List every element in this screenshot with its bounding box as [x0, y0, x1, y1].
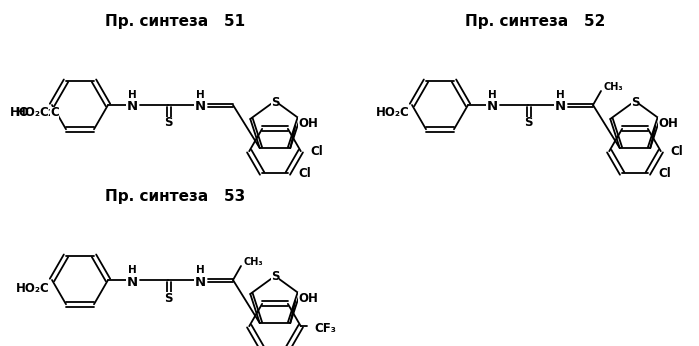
Text: Cl: Cl — [311, 145, 324, 158]
Text: Cl: Cl — [671, 145, 684, 158]
Text: H: H — [128, 265, 136, 275]
Text: S: S — [164, 291, 172, 304]
Text: N: N — [127, 100, 138, 113]
Text: S: S — [271, 95, 279, 109]
Text: OH: OH — [658, 117, 678, 129]
Text: C: C — [50, 107, 59, 119]
Text: S: S — [164, 117, 172, 129]
Text: Пр. синтеза   51: Пр. синтеза 51 — [105, 14, 245, 29]
Text: N: N — [194, 275, 206, 289]
Text: CF₃: CF₃ — [315, 322, 337, 335]
Text: N: N — [127, 275, 138, 289]
Text: HO: HO — [10, 107, 30, 119]
Text: S: S — [630, 95, 640, 109]
Text: Cl: Cl — [298, 167, 310, 180]
Text: N: N — [487, 100, 498, 113]
Text: 2: 2 — [47, 109, 53, 118]
Text: S: S — [524, 117, 532, 129]
Text: Cl: Cl — [658, 167, 670, 180]
Text: HO₂C: HO₂C — [16, 282, 50, 294]
Text: S: S — [271, 271, 279, 283]
Text: CH₃: CH₃ — [243, 257, 263, 267]
Text: OH: OH — [298, 292, 318, 304]
Text: H: H — [556, 90, 564, 100]
Text: H: H — [128, 90, 136, 100]
Text: N: N — [194, 100, 206, 113]
Text: HO₂C: HO₂C — [376, 107, 410, 119]
Text: OH: OH — [298, 117, 318, 129]
Text: HO₂C: HO₂C — [16, 107, 50, 119]
Text: CH₃: CH₃ — [603, 82, 623, 92]
Text: H: H — [488, 90, 496, 100]
Text: H: H — [196, 265, 204, 275]
Text: Пр. синтеза   53: Пр. синтеза 53 — [105, 189, 245, 204]
Text: N: N — [554, 100, 565, 113]
Text: Пр. синтеза   52: Пр. синтеза 52 — [465, 14, 605, 29]
Text: H: H — [196, 90, 204, 100]
